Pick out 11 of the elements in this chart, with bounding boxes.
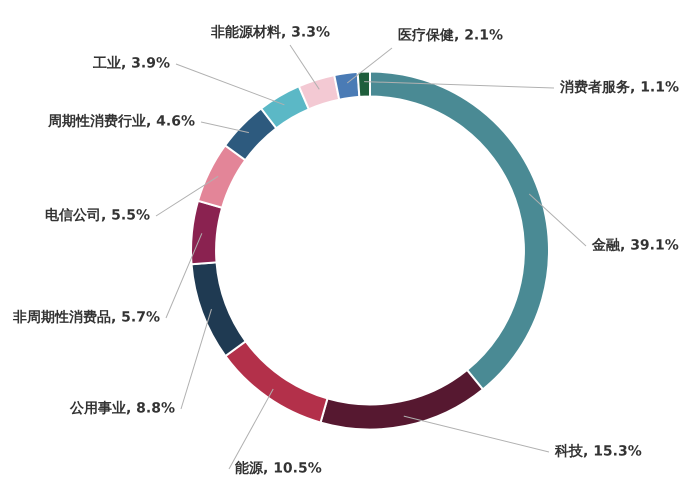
slice-label: 电信公司, 5.5% — [44, 208, 150, 224]
slice-label: 能源, 10.5% — [235, 460, 322, 477]
slice-label: 工业, 3.9% — [92, 56, 170, 72]
slice-label: 非能源材料, 3.3% — [210, 24, 330, 41]
slice-label: 金融, 39.1% — [591, 238, 679, 254]
slice-label: 周期性消费行业, 4.6% — [46, 114, 195, 130]
slice-label: 公用事业, 8.8% — [68, 400, 175, 417]
slice-label: 科技, 15.3% — [554, 444, 642, 460]
slice-label: 医疗保健, 2.1% — [398, 26, 504, 44]
slice-label: 消费者服务, 1.1% — [559, 80, 680, 96]
slice-label: 非周期性消费品, 5.7% — [12, 310, 160, 326]
